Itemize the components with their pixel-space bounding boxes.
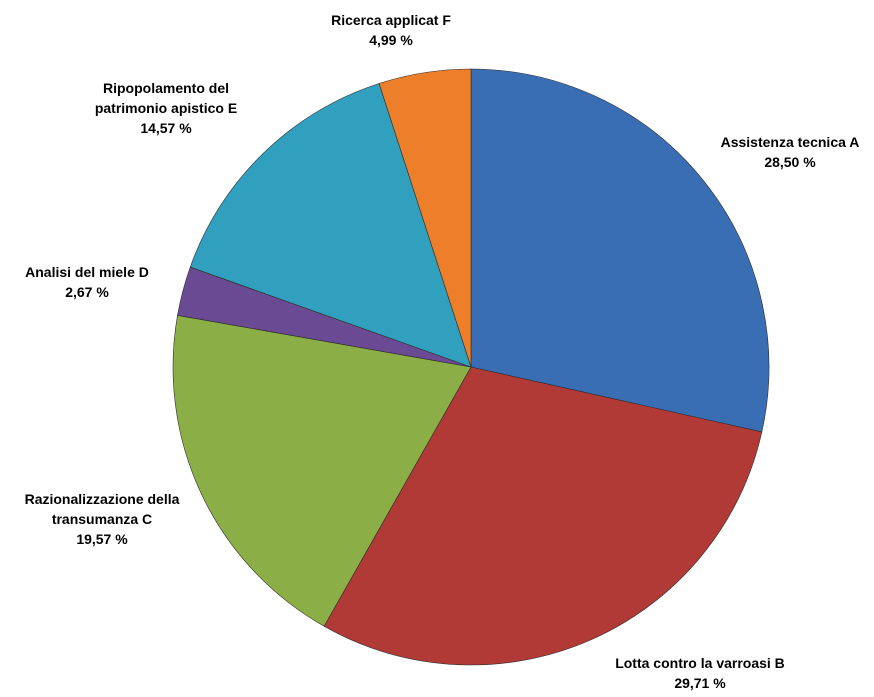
- slice-label: Lotta contro la varroasi B 29,71 %: [585, 653, 815, 693]
- value-label: 28,50 %: [764, 154, 816, 170]
- pie-slice: [172, 315, 472, 627]
- category-label: Lotta contro la varroasi B: [615, 655, 785, 671]
- pie-slice: [470, 68, 770, 433]
- category-label: Razionalizzazione della transumanza C: [24, 491, 180, 527]
- category-label: Assistenza tecnica A: [720, 134, 860, 150]
- value-label: 14,57 %: [140, 120, 192, 136]
- value-label: 29,71 %: [674, 675, 726, 691]
- value-label: 2,67 %: [65, 284, 109, 300]
- pie-slice: [378, 68, 472, 368]
- slice-label: Ricerca applicat F 4,99 %: [311, 10, 471, 50]
- value-label: 4,99 %: [369, 32, 413, 48]
- slice-label: Analisi del miele D 2,67 %: [7, 262, 167, 302]
- category-label: Ricerca applicat F: [331, 12, 451, 28]
- slice-label: Assistenza tecnica A 28,50 %: [695, 132, 874, 172]
- slice-label: Razionalizzazione della transumanza C 19,…: [2, 489, 202, 549]
- category-label: Ripopolamento del patrimonio apistico E: [94, 80, 238, 116]
- value-label: 19,57 %: [76, 531, 128, 547]
- category-label: Analisi del miele D: [25, 264, 149, 280]
- pie-slice: [189, 83, 472, 368]
- slice-label: Ripopolamento del patrimonio apistico E 1…: [71, 78, 261, 138]
- pie-slice: [323, 366, 763, 666]
